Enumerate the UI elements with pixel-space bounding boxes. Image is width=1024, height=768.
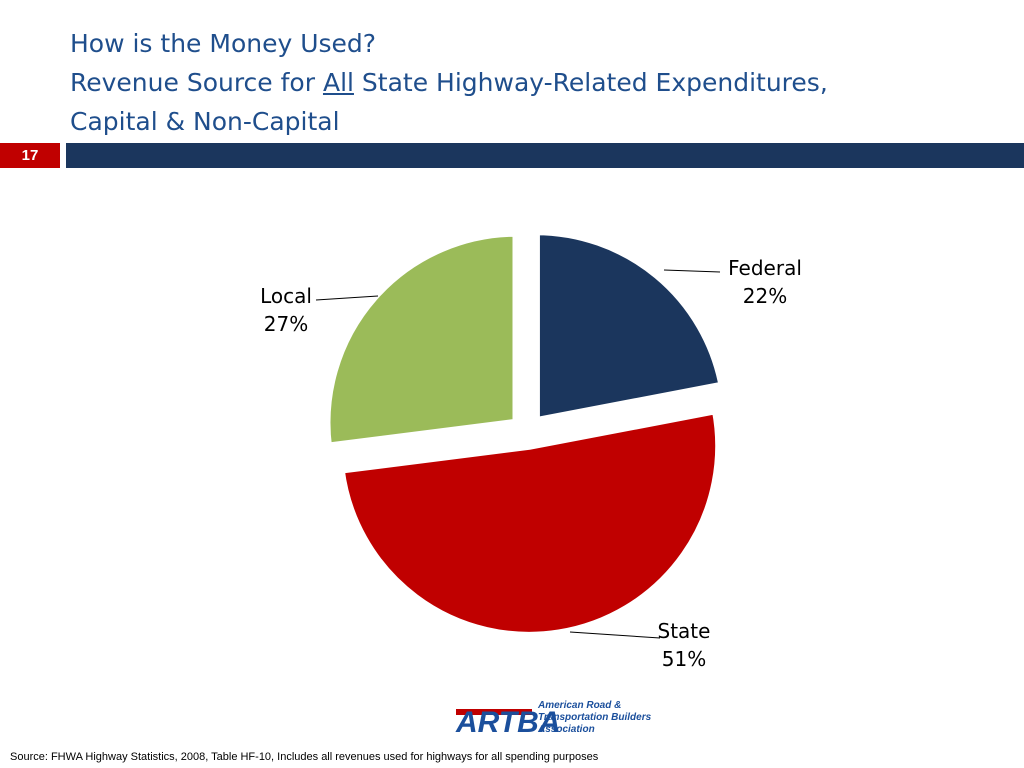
slice-category-label: Federal bbox=[728, 256, 802, 280]
title-line-1: How is the Money Used? bbox=[70, 29, 377, 58]
title-line-2-end: State Highway-Related Expenditures, bbox=[353, 68, 828, 97]
title-line-2: Revenue Source for All State Highway-Rel… bbox=[70, 63, 970, 102]
artba-logo: ARTBA American Road & Transportation Bui… bbox=[455, 700, 652, 737]
slice-value-label: 27% bbox=[264, 312, 308, 336]
logo-red-stripe bbox=[456, 709, 532, 715]
logo-acronym: ARTBA bbox=[455, 706, 560, 737]
header-band bbox=[66, 143, 1024, 168]
logo-line-1: American Road & bbox=[537, 700, 621, 711]
logo-line-2: Transportation Builders bbox=[538, 712, 652, 723]
slice-value-label: 22% bbox=[743, 284, 787, 308]
pie-slice-local bbox=[322, 228, 521, 452]
title-line-3: Capital & Non-Capital bbox=[70, 107, 340, 136]
leader-line-federal bbox=[663, 269, 721, 273]
slice-value-label: 51% bbox=[662, 647, 706, 671]
pie-slice-state bbox=[336, 405, 724, 640]
slide-number-badge: 17 bbox=[0, 143, 60, 168]
logo-line-3: Association bbox=[537, 724, 595, 735]
source-note: Source: FHWA Highway Statistics, 2008, T… bbox=[10, 751, 599, 763]
slice-category-label: State bbox=[658, 619, 711, 643]
pie-slice-federal bbox=[531, 227, 728, 427]
title-line-2-start: Revenue Source for bbox=[70, 68, 323, 97]
leader-line-state bbox=[569, 631, 661, 639]
slide-title: How is the Money Used? Revenue Source fo… bbox=[70, 24, 970, 141]
slice-category-label: Local bbox=[260, 284, 312, 308]
title-underlined-word: All bbox=[322, 68, 354, 97]
leader-line-local bbox=[315, 295, 379, 301]
